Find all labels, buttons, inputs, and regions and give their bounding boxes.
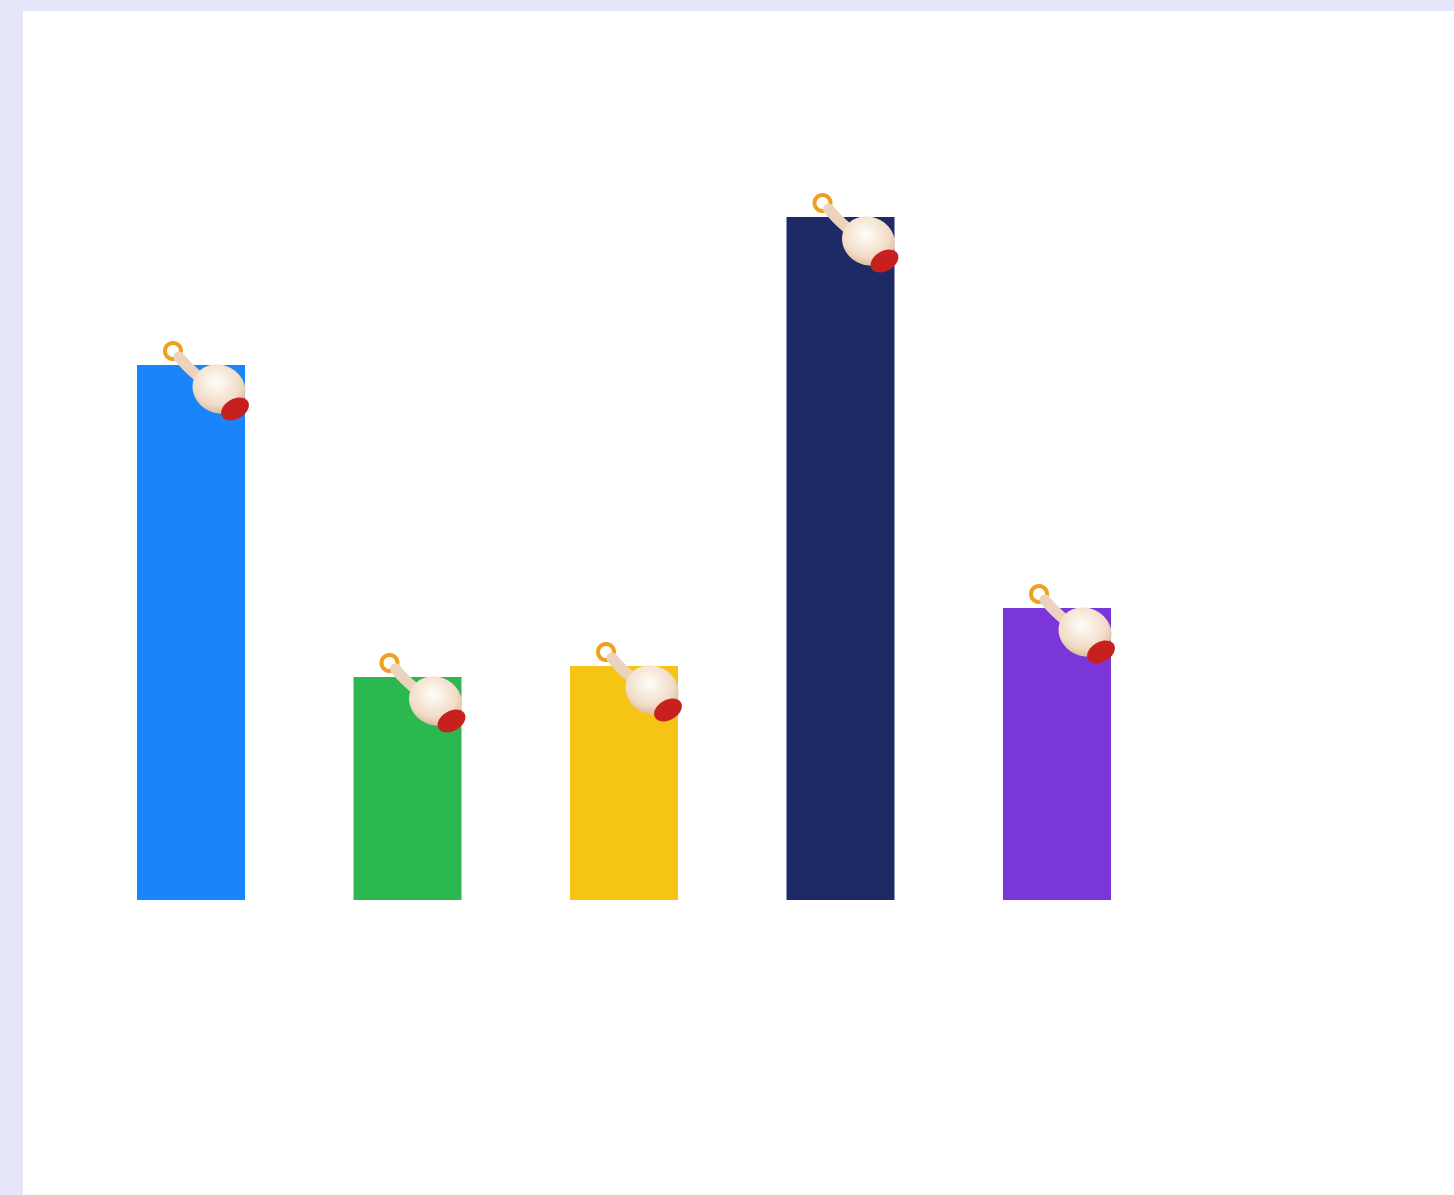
target-ring (1029, 584, 1049, 604)
pointing-hand-icon (163, 341, 249, 421)
markers-layer (163, 193, 1115, 733)
hand-cuff (221, 397, 249, 421)
target-ring (379, 653, 400, 673)
hand-cuff (654, 698, 682, 722)
hand-cuff (870, 249, 899, 273)
pointing-hand-icon (812, 193, 899, 273)
hand-cuff (1087, 640, 1115, 664)
pointing-hand-icon (596, 642, 682, 722)
bar[interactable] (137, 365, 245, 900)
bars-layer (137, 217, 1111, 900)
hand-cuff (437, 709, 466, 733)
bar[interactable] (786, 217, 895, 900)
target-ring (812, 193, 833, 213)
pointing-hand-icon (379, 653, 466, 733)
target-ring (596, 642, 616, 662)
target-ring (163, 341, 183, 361)
pointing-hand-icon (1029, 584, 1115, 664)
bar-chart (137, 193, 1115, 900)
chart-panel (23, 11, 1454, 1195)
